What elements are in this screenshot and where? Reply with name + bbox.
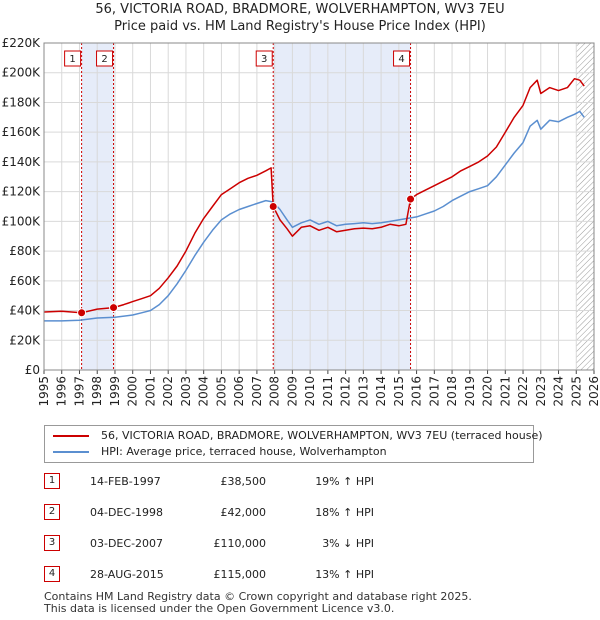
- x-tick-label: 2008: [268, 376, 282, 407]
- x-tick-label: 2024: [552, 376, 566, 407]
- price-chart: 1 2 3 4 £0 £20K £40K £60K £80K £100K £120K £140K £1…: [2, 36, 600, 407]
- x-tick-label: 2013: [356, 376, 370, 407]
- x-tick-label: 2000: [126, 376, 140, 407]
- x-tick-label: 2019: [463, 376, 477, 407]
- x-tick-label: 2015: [392, 376, 406, 407]
- x-tick-label: 1999: [108, 376, 122, 407]
- chart-subtitle: Price paid vs. HM Land Registry's House …: [114, 19, 486, 34]
- x-tick-label: 2014: [374, 376, 388, 407]
- series-line: [44, 110, 585, 322]
- transaction-number: 3: [44, 535, 60, 551]
- x-tick-label: 1997: [72, 376, 86, 407]
- x-tick-label: 2017: [427, 376, 441, 407]
- legend-label-property: 56, VICTORIA ROAD, BRADMORE, WOLVERHAMPT…: [101, 429, 543, 442]
- x-tick-label: 2010: [303, 376, 317, 407]
- x-tick-label: 2025: [569, 376, 583, 407]
- x-tick-label: 2005: [214, 376, 228, 407]
- footer-licence: This data is licensed under the Open Gov…: [44, 602, 395, 615]
- transaction-label: 2: [101, 54, 107, 65]
- x-tick-label: 2016: [410, 376, 424, 407]
- x-tick-label: 2026: [587, 376, 600, 407]
- transaction-date: 14-FEB-1997: [90, 475, 161, 488]
- y-tick-label: £140K: [2, 155, 42, 169]
- x-tick-label: 1995: [37, 376, 51, 407]
- transaction-label-box: [255, 50, 273, 67]
- legend-item-property: 56, VICTORIA ROAD, BRADMORE, WOLVERHAMPT…: [53, 428, 543, 444]
- footer-copyright: Contains HM Land Registry data © Crown c…: [44, 590, 472, 603]
- transaction-hpi: 13% ↑ HPI: [315, 568, 374, 581]
- transaction-hpi: 19% ↑ HPI: [315, 475, 374, 488]
- transaction-price: £115,000: [213, 568, 267, 581]
- transaction-label: 4: [398, 54, 404, 65]
- transaction-hpi: 3% ↓ HPI: [322, 537, 374, 550]
- plot-frame: [43, 42, 595, 371]
- transaction-date: 03-DEC-2007: [90, 537, 164, 550]
- transaction-label-box: [64, 50, 82, 67]
- transaction-hpi: 18% ↑ HPI: [315, 506, 374, 519]
- transaction-number: 4: [44, 566, 60, 582]
- legend-label-hpi: HPI: Average price, terraced house, Wolv…: [101, 445, 387, 458]
- x-tick-label: 2020: [481, 376, 495, 407]
- x-tick-label: 2004: [197, 376, 211, 407]
- y-tick-label: £180K: [2, 95, 42, 109]
- shaded-period: [273, 43, 411, 370]
- chart-title: 56, VICTORIA ROAD, BRADMORE, WOLVERHAMPT…: [95, 2, 505, 17]
- x-tick-label: 2007: [250, 376, 264, 407]
- forecast-hatch: [576, 43, 594, 370]
- transaction-price: £38,500: [220, 475, 267, 488]
- x-tick-label: 2003: [179, 376, 193, 407]
- x-tick-label: 2023: [534, 376, 548, 407]
- x-tick-label: 2001: [143, 376, 157, 407]
- transaction-label-box: [393, 50, 411, 67]
- legend-swatch-property: [53, 435, 89, 437]
- transaction-number: 1: [44, 473, 60, 489]
- y-tick-label: £60K: [9, 274, 41, 288]
- transaction-date: 28-AUG-2015: [90, 568, 164, 581]
- y-tick-label: £20K: [9, 333, 41, 347]
- x-tick-label: 1996: [55, 376, 69, 407]
- y-tick-label: £220K: [2, 36, 42, 50]
- y-tick-label: £40K: [9, 304, 41, 318]
- y-tick-label: £160K: [2, 125, 42, 139]
- x-tick-label: 2009: [285, 376, 299, 407]
- transaction-label: 3: [261, 54, 267, 65]
- x-tick-label: 2011: [321, 376, 335, 407]
- x-tick-label: 2012: [339, 376, 353, 407]
- y-tick-label: £80K: [9, 244, 41, 258]
- y-tick-label: £120K: [2, 185, 42, 199]
- y-tick-label: £200K: [2, 66, 42, 80]
- transaction-marker: [268, 202, 278, 211]
- transaction-number: 2: [44, 504, 60, 520]
- transaction-date: 04-DEC-1998: [90, 506, 164, 519]
- series-line: [44, 77, 585, 314]
- y-tick-label: £100K: [2, 214, 42, 228]
- transaction-marker: [109, 303, 119, 313]
- chart-legend: 56, VICTORIA ROAD, BRADMORE, WOLVERHAMPT…: [44, 425, 543, 463]
- legend-item-hpi: HPI: Average price, terraced house, Wolv…: [53, 444, 387, 460]
- x-tick-label: 2002: [161, 376, 175, 407]
- transaction-price: £110,000: [213, 537, 267, 550]
- transaction-marker: [77, 308, 87, 318]
- transaction-label: 1: [69, 54, 75, 65]
- transaction-label-box: [96, 50, 114, 67]
- x-tick-label: 2021: [498, 376, 512, 407]
- x-tick-label: 2022: [516, 376, 530, 407]
- legend-swatch-hpi: [53, 451, 89, 453]
- x-tick-label: 1998: [90, 376, 104, 407]
- transaction-price: £42,000: [220, 506, 267, 519]
- transaction-marker: [406, 194, 416, 204]
- x-tick-label: 2018: [445, 376, 459, 407]
- x-tick-label: 2006: [232, 376, 246, 407]
- y-tick-label: £0: [25, 363, 40, 377]
